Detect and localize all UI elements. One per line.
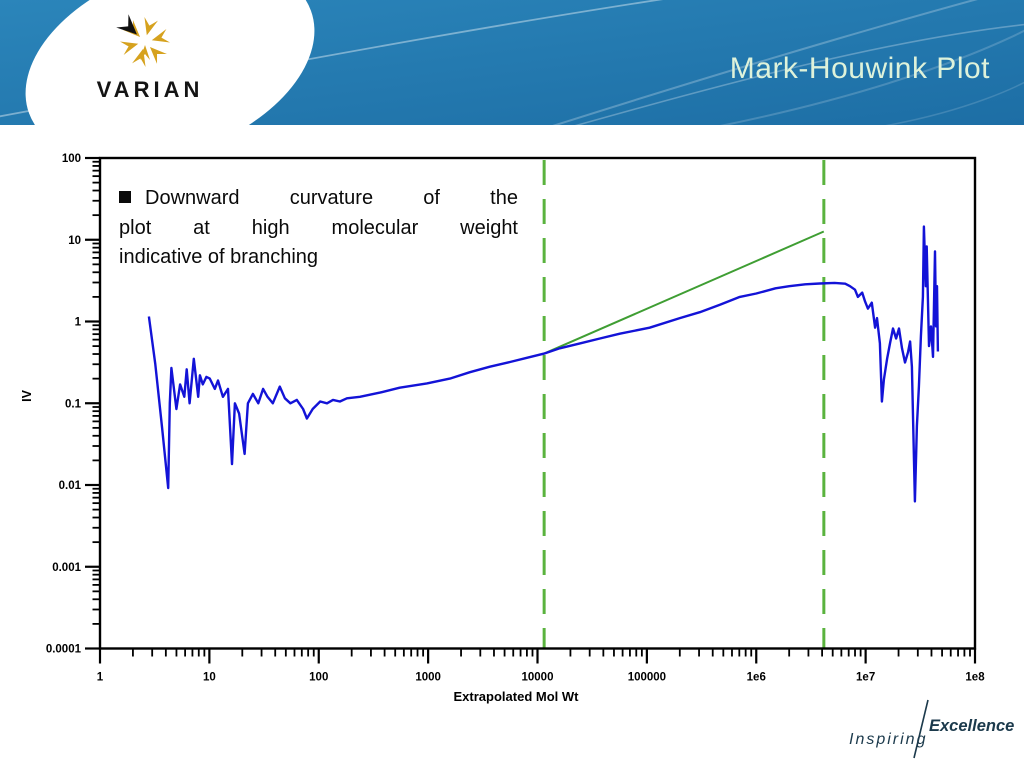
svg-text:1e8: 1e8 [965, 672, 985, 684]
svg-text:10: 10 [203, 672, 216, 684]
fit-range-vlines [542, 160, 826, 648]
y-axis-label: IV [20, 389, 34, 401]
svg-text:10000: 10000 [522, 672, 554, 684]
svg-text:1000: 1000 [415, 672, 441, 684]
tagline-inspiring: Inspiring [849, 731, 928, 748]
logo-ellipse [25, 0, 315, 125]
svg-text:1: 1 [75, 317, 82, 329]
svg-text:100: 100 [62, 153, 81, 165]
svg-text:0.1: 0.1 [65, 398, 82, 410]
svg-text:100000: 100000 [628, 672, 666, 684]
varian-wordmark: VARIAN [97, 77, 204, 102]
header-band: VARIAN Mark-Houwink Plot [0, 0, 1024, 125]
black-arrow-icon [116, 14, 137, 35]
annotation-line: plot at high molecular weight [119, 216, 518, 239]
measured-curve [147, 225, 940, 503]
bullet-square-icon [119, 191, 131, 203]
axis-ticks [85, 156, 977, 664]
tagline: Inspiring Excellence [845, 695, 1020, 765]
svg-text:0.01: 0.01 [59, 480, 82, 492]
header-graphics: VARIAN [0, 0, 1024, 125]
svg-text:100: 100 [309, 672, 328, 684]
annotation-callout: Downward curvature of the plot at high mo… [119, 184, 518, 273]
page-title: Mark-Houwink Plot [729, 52, 990, 85]
tagline-slash-icon [913, 699, 929, 759]
tagline-excellence: Excellence [929, 717, 1015, 735]
series-lines [147, 225, 940, 503]
svg-text:1: 1 [97, 672, 104, 684]
fit-line [543, 230, 825, 355]
svg-text:0.0001: 0.0001 [46, 644, 82, 656]
x-axis-label: Extrapolated Mol Wt [454, 689, 580, 704]
svg-text:0.001: 0.001 [52, 562, 81, 574]
annotation-line: indicative of branching [119, 246, 319, 268]
svg-text:10: 10 [68, 235, 81, 247]
svg-text:1e6: 1e6 [747, 672, 766, 684]
axis-tick-labels: 1 10 100 1000 10000 100000 1e6 1e7 1e8 100 10 1 0.1 0… [46, 153, 985, 684]
annotation-line: Downward curvature of the [119, 184, 518, 214]
svg-text:1e7: 1e7 [856, 672, 875, 684]
varian-starburst-icon [116, 14, 170, 67]
